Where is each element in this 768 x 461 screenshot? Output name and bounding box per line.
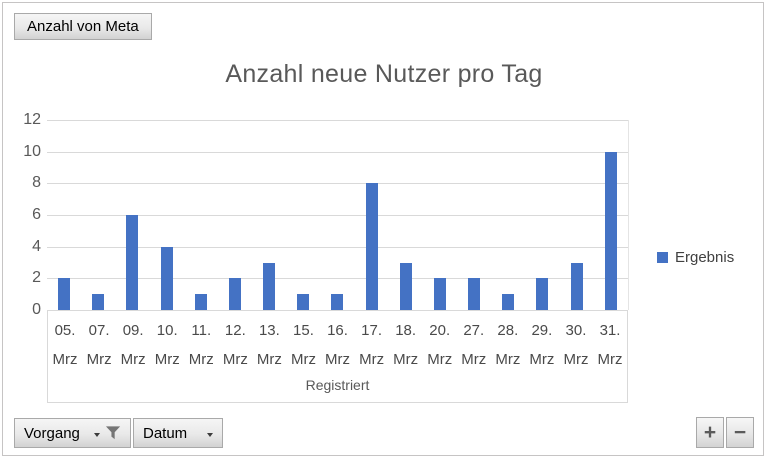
x-tick-label: 09. Mrz (120, 322, 146, 368)
gridline (47, 215, 628, 216)
x-tick-label: 12. Mrz (222, 322, 248, 368)
bar[interactable] (58, 278, 71, 310)
bar[interactable] (365, 183, 378, 310)
gridline (47, 151, 628, 153)
bar-slot (252, 120, 286, 310)
bar-slot (423, 120, 457, 310)
axis-field-buttons: Vorgang Datum (14, 418, 223, 448)
x-axis-labels: 05. Mrz 07. Mrz 09. Mrz 10. Mrz 11. Mrz 12. Mrz 13. M… (48, 311, 627, 374)
bar-slot (320, 120, 354, 310)
bar[interactable] (433, 278, 446, 310)
bar-slot (184, 120, 218, 310)
bar[interactable] (570, 262, 583, 310)
axis-field-label: Vorgang (24, 424, 80, 442)
bar-slot (150, 120, 184, 310)
y-tick-label: 4 (32, 237, 41, 255)
bar-slot (81, 120, 115, 310)
legend[interactable]: Ergebnis (657, 249, 734, 266)
bar-slot (47, 120, 81, 310)
bar-slot (525, 120, 559, 310)
x-tick-label: 18. Mrz (393, 322, 419, 368)
expand-collapse-buttons: + − (696, 417, 754, 448)
bar-series (47, 120, 628, 310)
bar[interactable] (126, 215, 139, 310)
axis-field-label: Datum (143, 424, 188, 442)
y-tick-label: 0 (32, 301, 41, 318)
bar[interactable] (263, 262, 276, 310)
bar[interactable] (468, 278, 481, 310)
bar[interactable] (502, 294, 515, 310)
gridline (47, 120, 628, 121)
value-field-button[interactable]: Anzahl von Meta (14, 13, 152, 40)
axis-field-button-datum[interactable]: Datum (133, 418, 223, 448)
bar[interactable] (536, 278, 549, 310)
axis-field-button-vorgang[interactable]: Vorgang (14, 418, 131, 448)
y-tick-label: 8 (32, 174, 41, 192)
bar[interactable] (399, 262, 412, 310)
gridline (47, 278, 628, 280)
x-tick-label: 31. Mrz (597, 322, 623, 368)
bar-slot (218, 120, 252, 310)
legend-label: Ergebnis (675, 249, 735, 266)
x-tick-label: 16. Mrz (325, 322, 351, 368)
x-tick-label: 17. Mrz (359, 322, 385, 368)
bar[interactable] (604, 151, 617, 310)
y-tick-label: 10 (23, 142, 41, 160)
gridline (47, 246, 628, 248)
x-tick-label: 11. Mrz (188, 322, 214, 368)
x-tick-label: 13. Mrz (256, 322, 282, 368)
x-tick-label: 10. Mrz (154, 322, 180, 368)
x-tick-label: 30. Mrz (563, 322, 589, 368)
y-tick-label: 6 (32, 206, 41, 223)
bar-slot (286, 120, 320, 310)
plot-area (47, 120, 629, 310)
dropdown-arrow-icon (93, 432, 100, 437)
x-tick-label: 20. Mrz (427, 322, 453, 368)
bar[interactable] (92, 294, 105, 310)
expand-button[interactable]: + (696, 417, 724, 448)
x-axis-box: 05. Mrz 07. Mrz 09. Mrz 10. Mrz 11. Mrz 12. Mrz 13. M… (47, 310, 628, 403)
x-tick-label: 27. Mrz (461, 322, 487, 368)
x-tick-label: 29. Mrz (529, 322, 555, 368)
x-tick-label: 15. Mrz (290, 322, 316, 368)
y-tick-label: 12 (23, 111, 41, 128)
collapse-button[interactable]: − (726, 417, 754, 448)
y-axis: 0 2 4 6 8 10 12 (0, 112, 41, 318)
bar-slot (560, 120, 594, 310)
bar-slot (594, 120, 628, 310)
bar[interactable] (228, 278, 241, 310)
bar[interactable] (160, 246, 173, 310)
legend-swatch-icon (657, 252, 668, 263)
bar-slot (115, 120, 149, 310)
bar-slot (389, 120, 423, 310)
dropdown-arrow-icon (207, 432, 213, 437)
bar[interactable] (297, 294, 310, 310)
bar[interactable] (194, 294, 207, 310)
bar-slot (355, 120, 389, 310)
chart-title: Anzahl neue Nutzer pro Tag (225, 60, 543, 88)
x-tick-label: 05. Mrz (52, 322, 78, 368)
y-tick-label: 2 (32, 269, 41, 287)
gridline (47, 183, 628, 185)
x-tick-label: 07. Mrz (86, 322, 112, 368)
x-axis-title: Registriert (305, 377, 370, 393)
x-tick-label: 28. Mrz (495, 322, 521, 368)
bar[interactable] (331, 294, 344, 310)
bar-slot (491, 120, 525, 310)
bar-slot (457, 120, 491, 310)
filter-icon (105, 426, 121, 440)
